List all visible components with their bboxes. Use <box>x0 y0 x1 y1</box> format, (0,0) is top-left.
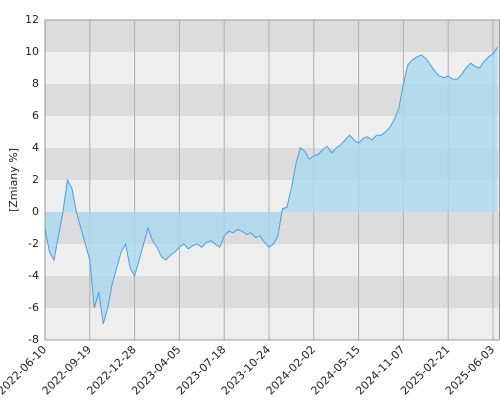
grid-band <box>45 308 500 340</box>
y-tick-label: -4 <box>28 269 39 282</box>
y-tick-label: 2 <box>32 173 39 186</box>
grid-band <box>45 20 500 52</box>
y-tick-label: 4 <box>32 141 39 154</box>
grid-band <box>45 276 500 308</box>
area <box>45 47 498 324</box>
y-axis-label: [Zmiany %] <box>7 148 20 212</box>
y-tick-label: -6 <box>28 301 39 314</box>
line <box>44 46 498 325</box>
y-tick-label: 8 <box>32 77 39 90</box>
y-tick-label: 12 <box>25 13 39 26</box>
y-tick-label: 0 <box>32 205 39 218</box>
y-tick-label: 10 <box>25 45 39 58</box>
y-tick-label: 6 <box>32 109 39 122</box>
y-tick-label: -8 <box>28 333 39 346</box>
y-tick-label: -2 <box>28 237 39 250</box>
